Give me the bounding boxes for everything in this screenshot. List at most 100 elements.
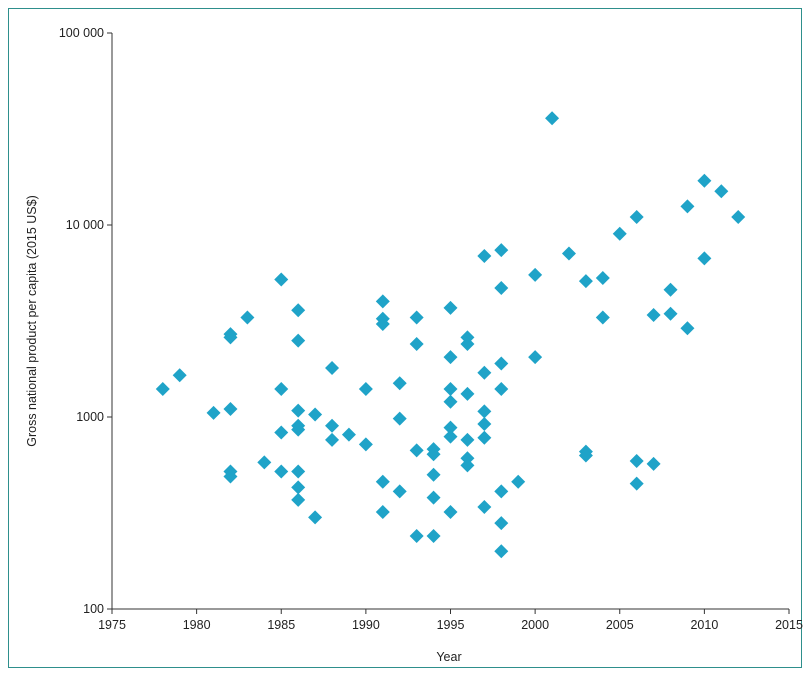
data-point xyxy=(325,418,340,433)
data-point xyxy=(494,484,509,499)
data-point xyxy=(375,294,390,309)
data-point xyxy=(426,467,441,482)
y-axis-title: Gross national product per capita (2015 … xyxy=(25,195,39,447)
data-point xyxy=(443,300,458,315)
data-point xyxy=(291,303,306,318)
data-point xyxy=(578,274,593,289)
data-point xyxy=(392,411,407,426)
data-point xyxy=(375,317,390,332)
data-point xyxy=(375,505,390,520)
x-tick-label: 2015 xyxy=(775,618,803,632)
axes: 1975 1980 1985 1990 1995 2000 2005 2010 2015 100 1… xyxy=(59,26,803,632)
data-point xyxy=(578,448,593,463)
data-point xyxy=(477,365,492,380)
data-point xyxy=(206,405,221,420)
y-tick-label: 100 xyxy=(83,602,104,616)
data-point xyxy=(629,210,644,225)
data-point xyxy=(528,350,543,365)
data-point xyxy=(358,437,373,452)
data-point xyxy=(697,173,712,188)
y-tick-label: 100 000 xyxy=(59,26,104,40)
x-tick-label: 2010 xyxy=(690,618,718,632)
data-point xyxy=(426,447,441,462)
data-point xyxy=(460,336,475,351)
data-point xyxy=(291,333,306,348)
data-point xyxy=(477,416,492,431)
data-point xyxy=(663,282,678,297)
data-point xyxy=(426,528,441,543)
data-point xyxy=(257,455,272,470)
data-point xyxy=(595,270,610,285)
data-point xyxy=(494,516,509,531)
data-point xyxy=(528,267,543,282)
x-tick-label: 1985 xyxy=(267,618,295,632)
data-point xyxy=(308,510,323,525)
data-point xyxy=(680,321,695,336)
data-point xyxy=(494,280,509,295)
data-point xyxy=(697,251,712,266)
data-point xyxy=(595,310,610,325)
x-tick-label: 1980 xyxy=(183,618,211,632)
x-tick-label: 1995 xyxy=(437,618,465,632)
data-point xyxy=(375,474,390,489)
data-point xyxy=(545,111,560,126)
x-tick-label: 1990 xyxy=(352,618,380,632)
data-point xyxy=(629,453,644,468)
data-point xyxy=(274,464,289,479)
data-point xyxy=(443,394,458,409)
data-point xyxy=(274,272,289,287)
y-tick-label: 1000 xyxy=(76,410,104,424)
data-point xyxy=(291,492,306,507)
data-point xyxy=(223,469,238,484)
data-point xyxy=(731,210,746,225)
data-point xyxy=(680,199,695,214)
data-point xyxy=(443,429,458,444)
data-point xyxy=(646,456,661,471)
data-point xyxy=(325,432,340,447)
data-point xyxy=(511,474,526,489)
data-point xyxy=(392,484,407,499)
data-point xyxy=(409,443,424,458)
data-point xyxy=(308,407,323,422)
data-point xyxy=(629,476,644,491)
data-point xyxy=(409,528,424,543)
x-tick-label: 2005 xyxy=(606,618,634,632)
data-point xyxy=(561,246,576,261)
data-point xyxy=(477,248,492,263)
data-point xyxy=(477,430,492,445)
data-point xyxy=(325,360,340,375)
data-point xyxy=(460,451,475,466)
data-point xyxy=(477,499,492,514)
data-point xyxy=(460,432,475,447)
data-points xyxy=(155,111,746,559)
data-point xyxy=(358,381,373,396)
data-point xyxy=(291,422,306,437)
data-point xyxy=(460,458,475,473)
x-axis-title: Year xyxy=(436,650,461,664)
data-point xyxy=(494,544,509,559)
data-point xyxy=(409,310,424,325)
data-point xyxy=(274,425,289,440)
data-point xyxy=(443,505,458,520)
data-point xyxy=(223,402,238,417)
data-point xyxy=(443,381,458,396)
data-point xyxy=(443,350,458,365)
data-point xyxy=(646,307,661,322)
data-point xyxy=(155,381,170,396)
data-point xyxy=(291,403,306,418)
data-point xyxy=(612,226,627,241)
x-tick-label: 1975 xyxy=(98,618,126,632)
x-tick-label: 2000 xyxy=(521,618,549,632)
data-point xyxy=(409,336,424,351)
data-point xyxy=(291,464,306,479)
data-point xyxy=(223,330,238,345)
data-point xyxy=(714,184,729,199)
data-point xyxy=(240,310,255,325)
data-point xyxy=(460,386,475,401)
data-point xyxy=(426,490,441,505)
data-point xyxy=(477,404,492,419)
chart-frame xyxy=(8,8,802,668)
data-point xyxy=(494,243,509,258)
data-point xyxy=(494,381,509,396)
